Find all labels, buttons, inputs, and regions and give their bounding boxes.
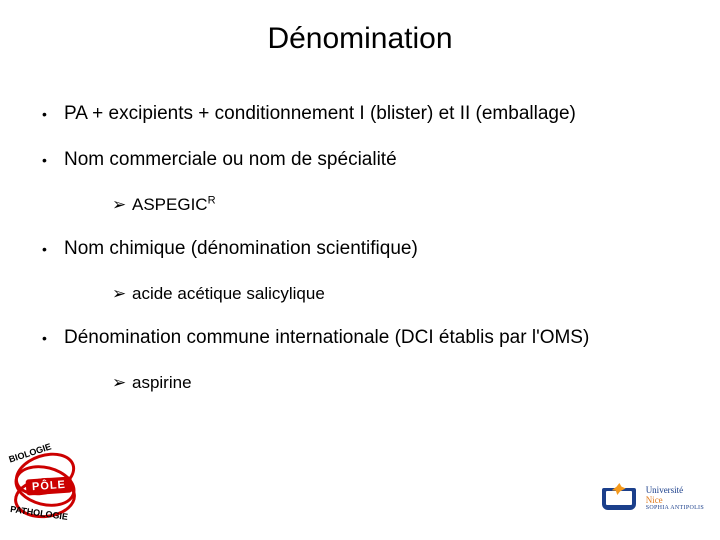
slide-content: • PA + excipients + conditionnement I (b… (42, 102, 690, 415)
sub-text-main: ASPEGIC (132, 195, 208, 214)
bullet-marker: • (42, 102, 64, 124)
uni-line3: SOPHIA ANTIPOLIS (646, 505, 704, 511)
pole-biologie-logo: BIOLOGIE PÔLE PATHOLOGIE (6, 450, 84, 520)
slide-title: Dénomination (0, 22, 720, 56)
sub-bullet-text: ASPEGICR (132, 194, 690, 215)
uni-line2: Nice (646, 496, 704, 505)
bullet-item: • Nom commerciale ou nom de spécialité (42, 148, 690, 172)
bullet-marker: • (42, 326, 64, 348)
bullet-marker: • (42, 148, 64, 170)
bullet-item: • PA + excipients + conditionnement I (b… (42, 102, 690, 126)
sub-bullet-item: ➢ acide acétique salicylique (112, 283, 690, 304)
sub-bullet-marker: ➢ (112, 283, 132, 304)
sub-bullet-text: acide acétique salicylique (132, 283, 690, 304)
logo-label-mid: PÔLE (25, 476, 72, 495)
sub-bullet-item: ➢ aspirine (112, 372, 690, 393)
sub-text-sup: R (208, 194, 216, 206)
bullet-text: PA + excipients + conditionnement I (bli… (64, 102, 690, 126)
university-mark-icon (602, 482, 636, 516)
bullet-text: Dénomination commune internationale (DCI… (64, 326, 690, 350)
university-logo: Université Nice SOPHIA ANTIPOLIS (602, 482, 704, 516)
bullet-item: • Dénomination commune internationale (D… (42, 326, 690, 350)
bullet-text: Nom chimique (dénomination scientifique) (64, 237, 690, 261)
slide: Dénomination • PA + excipients + conditi… (0, 0, 720, 540)
bullet-item: • Nom chimique (dénomination scientifiqu… (42, 237, 690, 261)
university-text: Université Nice SOPHIA ANTIPOLIS (646, 486, 704, 511)
bullet-text: Nom commerciale ou nom de spécialité (64, 148, 690, 172)
sub-bullet-marker: ➢ (112, 194, 132, 215)
bullet-marker: • (42, 237, 64, 259)
sub-bullet-item: ➢ ASPEGICR (112, 194, 690, 215)
sub-bullet-marker: ➢ (112, 372, 132, 393)
sub-bullet-text: aspirine (132, 372, 690, 393)
